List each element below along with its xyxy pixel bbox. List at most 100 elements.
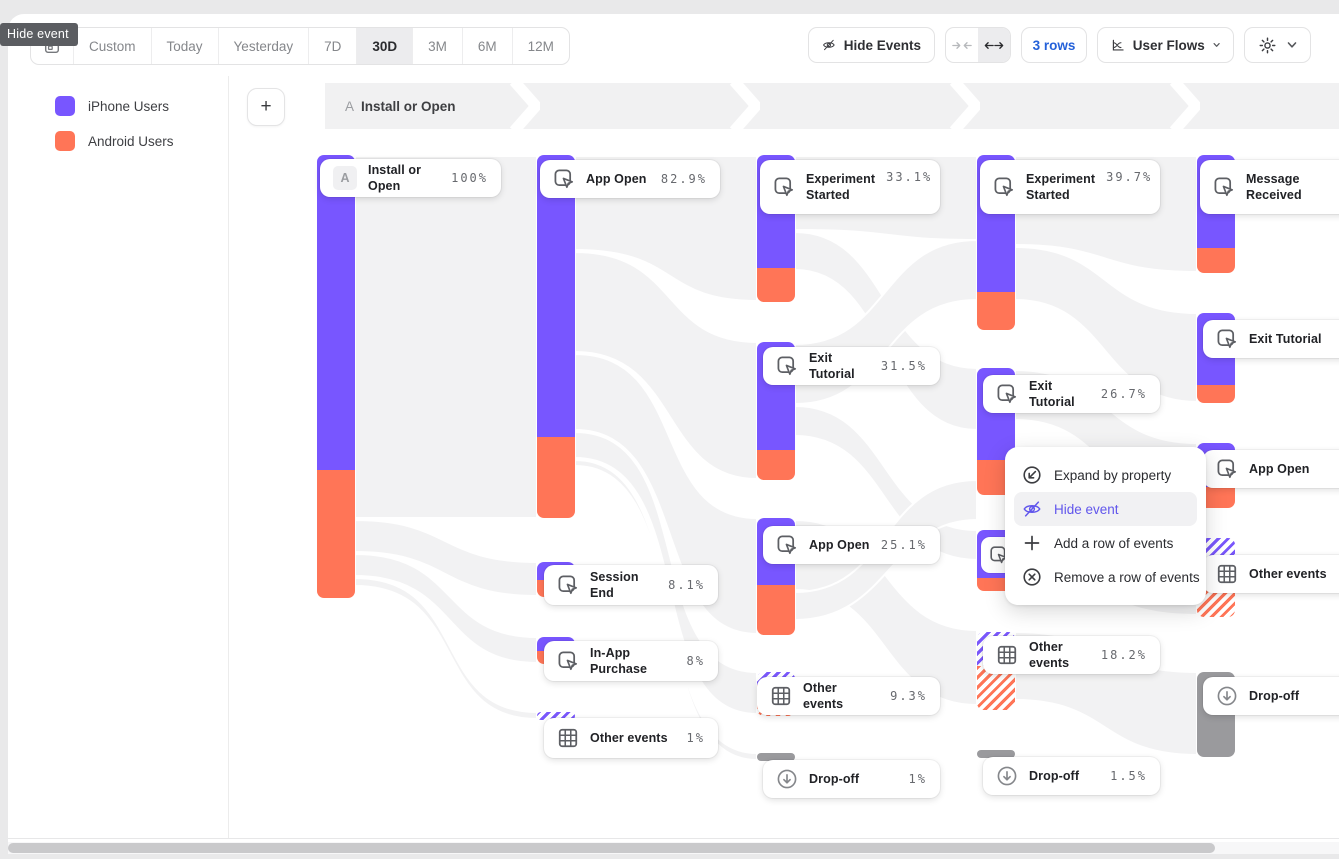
event-name: Drop-off bbox=[809, 771, 860, 786]
event-name: Message Received bbox=[1246, 171, 1302, 202]
range-custom[interactable]: Custom bbox=[74, 28, 152, 64]
click-event-icon bbox=[776, 355, 798, 377]
event-card-exit-tutorial[interactable]: Exit Tutorial 31.5% bbox=[763, 347, 940, 385]
hide-events-button[interactable]: Hide Events bbox=[808, 27, 935, 63]
event-card-exit-tutorial[interactable]: Exit Tutorial 26.7% bbox=[983, 375, 1160, 413]
click-event-icon bbox=[557, 650, 579, 672]
step-name: Install or Open bbox=[361, 98, 456, 114]
event-name: App Open bbox=[809, 537, 870, 552]
event-percent: 82.9% bbox=[660, 172, 707, 186]
android-legend-label: Android Users bbox=[88, 133, 174, 149]
menu-item-add-row-of-events[interactable]: Add a row of events bbox=[1014, 526, 1197, 560]
expand-columns-button[interactable] bbox=[978, 28, 1010, 62]
iphone-segment bbox=[537, 155, 575, 437]
legend-item-iphone[interactable]: iPhone Users bbox=[55, 96, 169, 116]
event-card-drop-off[interactable]: Drop-off bbox=[1203, 677, 1339, 715]
event-percent: 26.7% bbox=[1100, 387, 1147, 401]
hide-event-icon bbox=[1022, 499, 1042, 519]
date-range-picker: Custom Today Yesterday 7D 30D 3M 6M 12M bbox=[30, 27, 570, 65]
event-name: App Open bbox=[1249, 461, 1310, 476]
menu-item-label: Hide event bbox=[1054, 501, 1119, 517]
collapse-columns-button[interactable] bbox=[946, 28, 978, 62]
android-segment bbox=[1197, 385, 1235, 403]
menu-item-expand-by-property[interactable]: Expand by property bbox=[1014, 458, 1197, 492]
event-card-other-events[interactable]: Other events 9.3% bbox=[757, 677, 940, 715]
event-percent: 9.3% bbox=[890, 689, 927, 703]
settings-dropdown[interactable] bbox=[1244, 27, 1311, 63]
event-percent: 31.5% bbox=[880, 359, 927, 373]
event-card-message-received[interactable]: Message Received bbox=[1200, 160, 1339, 214]
range-12m[interactable]: 12M bbox=[527, 38, 554, 54]
step-a-badge: A bbox=[333, 166, 357, 190]
arrows-outward-icon bbox=[984, 40, 1004, 51]
event-name: Experiment Started bbox=[806, 171, 876, 202]
event-card-install-or-open[interactable]: A Install or Open 100% bbox=[320, 159, 501, 197]
other-events-iphone-segment bbox=[1197, 538, 1235, 560]
android-segment bbox=[1197, 248, 1235, 273]
remove-icon bbox=[1022, 567, 1042, 587]
event-card-experiment-started[interactable]: Experiment Started 39.7% bbox=[980, 160, 1160, 214]
add-step-button[interactable]: + bbox=[247, 88, 285, 126]
other-events-segment bbox=[537, 712, 575, 720]
plus-icon bbox=[1022, 533, 1042, 553]
drop-off-icon bbox=[1216, 685, 1238, 707]
range-7d[interactable]: 7D bbox=[309, 28, 358, 64]
event-card-app-open[interactable]: App Open bbox=[1203, 450, 1339, 488]
event-card-in-app-purchase[interactable]: In-App Purchase 8% bbox=[544, 641, 718, 681]
event-card-app-open[interactable]: App Open 82.9% bbox=[540, 160, 720, 198]
event-card-other-events[interactable]: Other events 1% bbox=[544, 718, 718, 758]
flow-bar-drop-off[interactable] bbox=[977, 750, 1015, 758]
range-30d[interactable]: 30D bbox=[357, 28, 414, 64]
rows-button[interactable]: 3 rows bbox=[1021, 27, 1087, 63]
event-name: In-App Purchase bbox=[590, 645, 648, 676]
click-event-icon bbox=[553, 168, 575, 190]
click-event-icon bbox=[1216, 458, 1238, 480]
event-name: Drop-off bbox=[1249, 688, 1300, 703]
event-card-drop-off[interactable]: Drop-off 1% bbox=[763, 760, 940, 798]
date-picker-button[interactable] bbox=[31, 28, 74, 64]
iphone-legend-label: iPhone Users bbox=[88, 98, 170, 114]
click-event-icon bbox=[1216, 328, 1238, 350]
event-card-app-open[interactable]: App Open 25.1% bbox=[763, 526, 940, 564]
android-segment bbox=[317, 470, 355, 598]
flow-bar-drop-off[interactable] bbox=[757, 753, 795, 761]
range-3m[interactable]: 3M bbox=[413, 28, 463, 64]
drop-off-segment bbox=[757, 753, 795, 761]
step-label[interactable]: A Install or Open bbox=[345, 99, 456, 114]
expand-by-property-icon bbox=[1022, 465, 1042, 485]
arrows-inward-icon bbox=[952, 40, 972, 51]
event-name: Exit Tutorial bbox=[1249, 331, 1322, 346]
event-name: Other events bbox=[590, 730, 668, 745]
legend-item-android[interactable]: Android Users bbox=[55, 131, 174, 151]
step-header-strip: A Install or Open bbox=[325, 83, 1339, 129]
menu-item-remove-row-of-events[interactable]: Remove a row of events bbox=[1014, 560, 1200, 594]
event-card-session-end[interactable]: Session End 8.1% bbox=[544, 565, 718, 605]
event-name: Session End bbox=[590, 569, 639, 600]
event-card-experiment-started[interactable]: Experiment Started 33.1% bbox=[760, 160, 940, 214]
content-bottom-border bbox=[8, 838, 1339, 839]
event-card-drop-off[interactable]: Drop-off 1.5% bbox=[983, 757, 1160, 795]
android-color-swatch bbox=[55, 131, 75, 151]
event-name: Other events bbox=[1029, 639, 1070, 670]
event-card-other-events[interactable]: Other events bbox=[1203, 555, 1339, 593]
event-context-menu: Expand by property Hide event Add a row … bbox=[1005, 447, 1206, 605]
event-percent: 1% bbox=[908, 772, 927, 786]
event-card-other-events[interactable]: Other events 18.2% bbox=[983, 636, 1160, 674]
flow-bar-app-open[interactable] bbox=[537, 155, 575, 518]
range-6m[interactable]: 6M bbox=[463, 28, 513, 64]
flow-bar-install-or-open[interactable] bbox=[317, 155, 355, 598]
range-yesterday[interactable]: Yesterday bbox=[219, 28, 310, 64]
hide-events-label: Hide Events bbox=[843, 37, 921, 53]
range-today[interactable]: Today bbox=[152, 28, 219, 64]
chart-type-dropdown[interactable]: User Flows bbox=[1097, 27, 1234, 63]
event-name: Experiment Started bbox=[1026, 171, 1096, 202]
step-chevron-icon bbox=[1170, 83, 1200, 129]
horizontal-scrollbar-thumb[interactable] bbox=[8, 843, 1215, 853]
event-name: Other events bbox=[1249, 566, 1327, 581]
menu-item-label: Expand by property bbox=[1054, 467, 1172, 483]
event-card-exit-tutorial[interactable]: Exit Tutorial bbox=[1203, 320, 1339, 358]
menu-item-hide-event[interactable]: Hide event bbox=[1014, 492, 1197, 526]
step-chevron-icon bbox=[730, 83, 760, 129]
flow-bar-other-events[interactable] bbox=[537, 712, 575, 720]
rows-label: 3 rows bbox=[1032, 37, 1076, 53]
